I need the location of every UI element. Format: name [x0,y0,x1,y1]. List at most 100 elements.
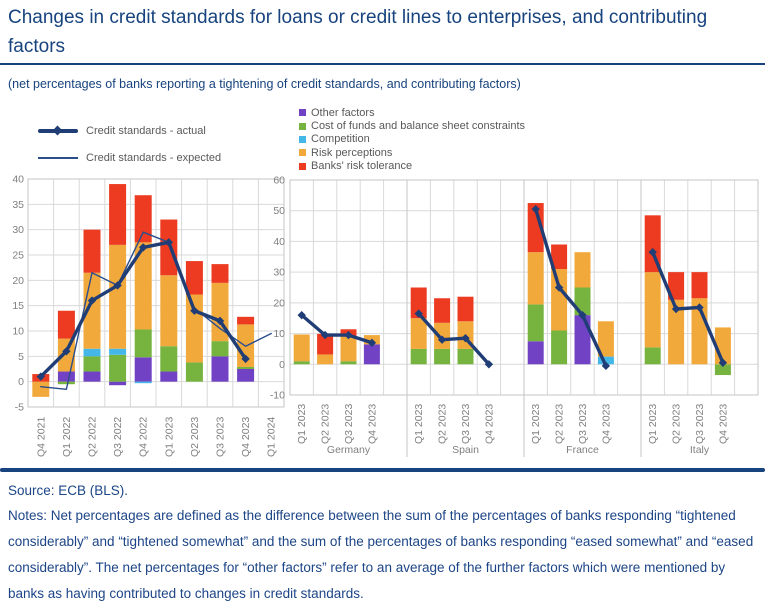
x-tick-label: Q2 2023 [189,417,201,457]
y-tick-label: 10 [12,326,24,338]
bar-segment [551,269,568,331]
bar-segment [32,381,50,397]
bar-segment [83,229,101,273]
bar-segment [160,219,178,276]
factor-legend-item: Competition [299,133,525,146]
factor-legend-item: Banks' risk tolerance [299,160,525,173]
actual-line-swatch [38,125,78,135]
x-tick-label: Q1 2023 [647,404,659,444]
y-tick-label: 10 [273,328,285,340]
bar-segment [160,371,178,382]
bar-segment [185,294,203,363]
bar-segment [340,336,357,362]
factor-swatch-icon [299,149,306,157]
bar-segment [83,348,101,357]
factor-swatch-icon [299,122,306,130]
x-tick-label: Q1 2022 [61,417,73,457]
bar-segment [83,356,101,372]
bar-segment [363,344,380,365]
bar-segment [691,272,708,299]
diamond-marker-icon [601,361,611,371]
line-legend-item: Credit standards - expected [38,144,221,171]
country-label: Germany [327,444,371,456]
bar-segment [317,354,334,365]
bar-segment [109,348,127,355]
bar-segment [340,361,357,365]
expected-line-swatch [38,156,78,159]
bar-segment [527,304,544,342]
bar-segment [527,203,544,253]
plot-border [27,178,285,408]
plot-border [289,179,759,396]
bar-segment [597,321,614,357]
country-label: France [566,444,599,456]
bar-segment [109,184,127,245]
footer-divider [0,468,765,472]
bar-segment [160,346,178,372]
bar-segment [185,261,203,295]
bar-segment [527,252,544,305]
factor-swatch-icon [299,109,306,117]
y-tick-label: 0 [18,376,24,388]
line-legend-item: Credit standards - actual [38,117,221,144]
bar-segment [527,341,544,365]
x-tick-label: Q2 2023 [320,404,332,444]
bar-segment [57,371,75,382]
bar-segment [160,275,178,347]
bar-segment [134,357,152,382]
bar-segment [83,371,101,382]
x-tick-label: Q4 2023 [600,404,612,444]
x-tick-label: Q3 2023 [577,404,589,444]
diamond-marker-icon [113,281,122,290]
x-tick-label: Q4 2022 [138,417,150,457]
bar-segment [410,348,427,365]
y-tick-label: 35 [12,199,24,211]
bar-segment [293,361,310,365]
y-tick-label: 15 [12,300,24,312]
bar-segment [668,299,685,365]
y-tick-label: 0 [279,359,285,371]
x-tick-label: Q2 2022 [87,417,99,457]
diamond-marker-icon [461,333,470,343]
x-tick-label: Q3 2022 [112,417,124,457]
figure-subtitle: (net percentages of banks reporting a ti… [8,77,521,91]
bar-segment [574,252,591,288]
diamond-marker-icon [695,303,704,312]
diamond-marker-icon [484,360,494,369]
bar-segment [134,381,152,384]
bar-segment [237,316,255,325]
y-tick-label: 30 [12,224,24,236]
diamond-marker-icon [671,304,681,314]
bar-segment [293,334,310,362]
diamond-marker-icon [62,347,71,356]
x-tick-label: Q1 2023 [163,417,175,457]
y-tick-label: 25 [12,250,24,262]
factor-legend-item: Risk perceptions [299,146,525,159]
euro-area-chart: -5 0 5 10 15 20 25 30 35 40 Q4 2021 Q1 2022 Q2 2022 Q… [12,174,285,457]
diamond-marker-icon [437,335,447,344]
y-tick-label: 20 [12,275,24,287]
y-tick-label: 30 [273,267,285,279]
x-tick-label: Q3 2023 [343,404,355,444]
x-tick-label: Q3 2023 [694,404,706,444]
bar-segment [434,298,451,323]
title-divider [0,63,765,65]
bar-segment [237,366,255,369]
x-tick-label: Q4 2023 [483,404,495,444]
diamond-marker-icon [164,238,173,247]
x-tick-label: Q2 2023 [437,404,449,444]
line-legend-label: Credit standards - actual [86,124,206,137]
diamond-marker-icon [554,283,564,292]
factor-legend-label: Risk perceptions [311,146,393,159]
actual-line [651,250,725,365]
source-text: Source: ECB (BLS). [8,483,129,498]
x-tick-label: Q4 2023 [717,404,729,444]
factor-legend-item: Other factors [299,106,525,119]
diamond-marker-icon [718,358,728,367]
bar-segment [714,364,731,376]
line-legend-label: Credit standards - expected [86,151,222,164]
bar-segment [644,272,661,348]
actual-line [416,311,491,366]
bar-segment [134,195,152,243]
